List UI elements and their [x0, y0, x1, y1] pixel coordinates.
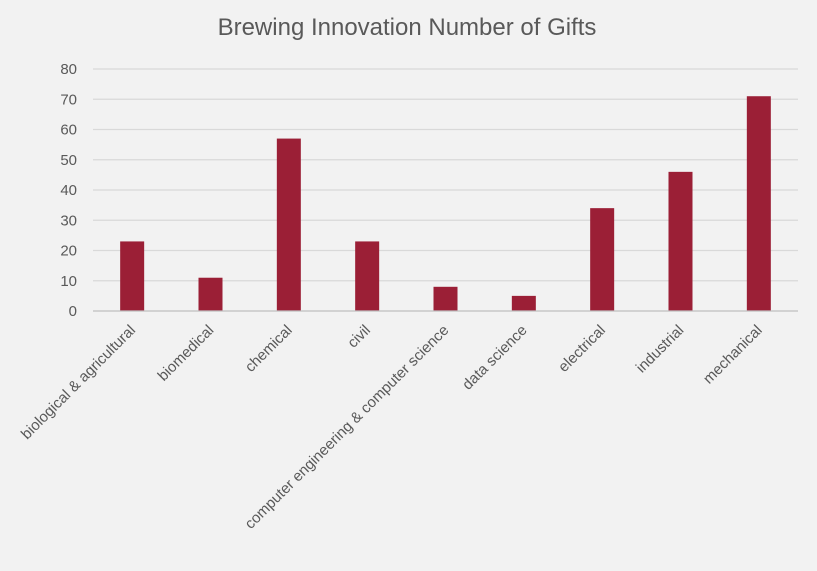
y-tick-label: 60	[60, 122, 77, 139]
bar-5	[511, 295, 536, 311]
chart-title: Brewing Innovation Number of Gifts	[218, 14, 597, 41]
y-tick-label: 70	[60, 91, 77, 108]
bars	[120, 96, 771, 311]
bar-0	[120, 241, 145, 311]
x-axis-ticks: biological & agricultural biomedical chemi…	[18, 322, 766, 533]
x-tick-label: industrial	[633, 322, 687, 376]
y-tick-label: 50	[60, 152, 77, 169]
gridlines	[93, 68, 798, 282]
bar-3	[355, 241, 380, 311]
x-tick-label: chemical	[242, 322, 296, 376]
y-tick-label: 10	[60, 273, 77, 290]
bar-1	[198, 277, 223, 311]
bar-2	[276, 138, 301, 311]
y-axis-ticks: 0 10 20 30 40 50 60 70 80	[60, 61, 77, 320]
x-tick-label: electrical	[555, 322, 609, 376]
x-tick-label: biomedical	[155, 322, 218, 385]
y-tick-label: 80	[60, 61, 77, 78]
x-tick-label: mechanical	[700, 322, 766, 388]
x-tick-label: civil	[344, 322, 374, 352]
x-tick-label: data science	[459, 322, 531, 394]
x-tick-label: biological & agricultural	[18, 322, 139, 443]
y-tick-label: 0	[69, 303, 77, 320]
bar-4	[433, 286, 458, 311]
bar-8	[746, 96, 771, 311]
bar-7	[668, 171, 693, 311]
y-tick-label: 40	[60, 182, 77, 199]
y-tick-label: 30	[60, 212, 77, 229]
bar-6	[590, 208, 615, 311]
y-tick-label: 20	[60, 243, 77, 260]
